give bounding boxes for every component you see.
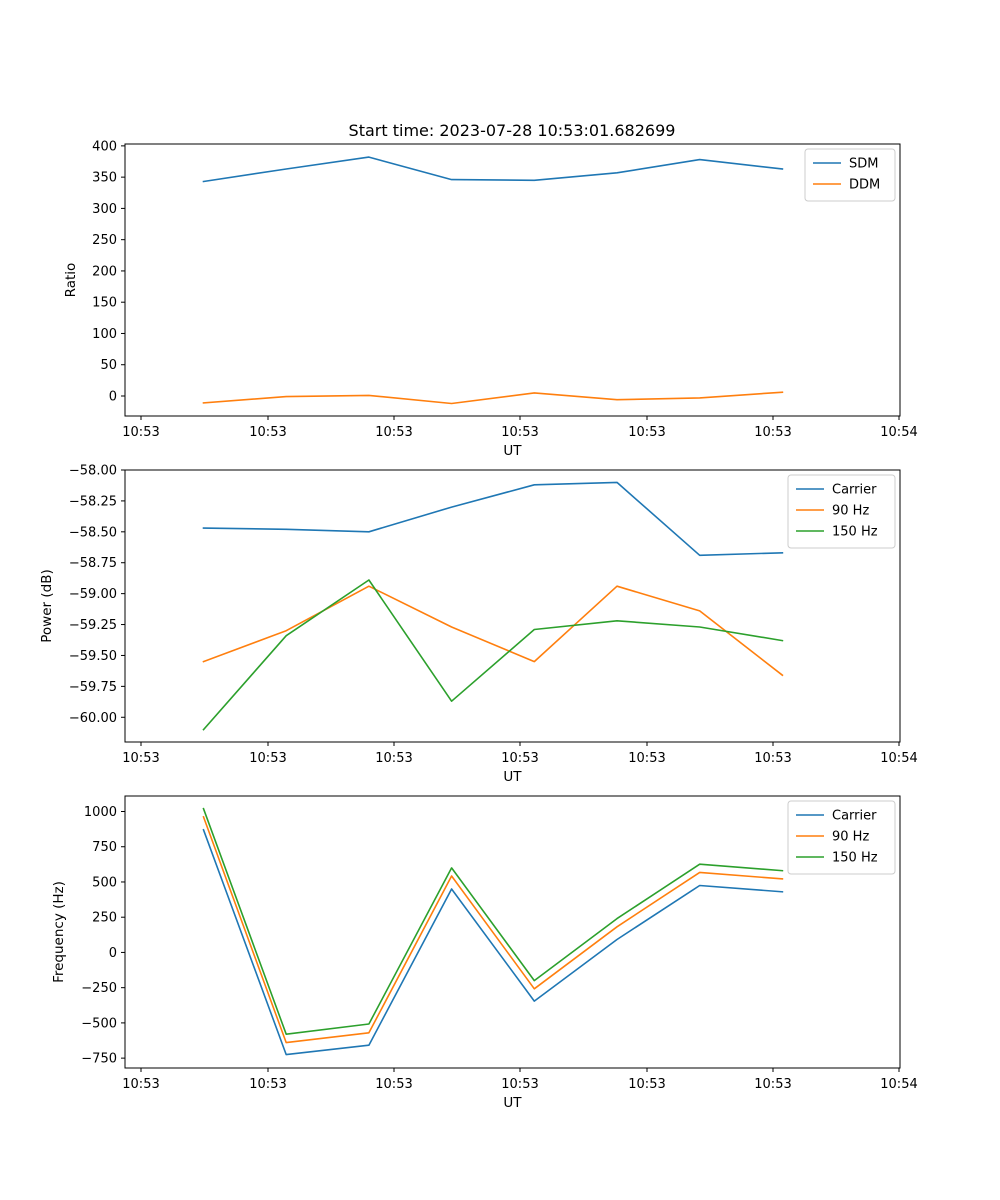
series-line-carrier <box>202 828 784 1056</box>
x-tick-label: 10:54 <box>880 751 917 766</box>
legend: Carrier 90 Hz 150 Hz <box>787 474 896 549</box>
y-tick-label: 300 <box>92 202 117 217</box>
charts-container: 10:53 10:53 10:53 10:53 10:53 10:53 10:54 0 50 10… <box>39 139 918 1111</box>
series-line-carrier <box>202 481 784 557</box>
y-axis-label: Ratio <box>63 263 79 298</box>
y-tick-label: 350 <box>92 171 117 186</box>
y-tick-label: 50 <box>100 358 117 373</box>
chart-title: Start time: 2023-07-28 10:53:01.682699 <box>349 121 676 140</box>
x-axis-label: UT <box>503 443 522 459</box>
x-tick-label: 10:53 <box>249 1077 286 1092</box>
y-tick-label: −250 <box>81 981 117 996</box>
series-line-90-hz <box>202 585 784 677</box>
y-tick-label: 250 <box>92 233 117 248</box>
x-tick-label: 10:53 <box>122 425 159 440</box>
y-axis-label: Power (dB) <box>39 569 55 642</box>
y-tick-label: −750 <box>81 1052 117 1067</box>
legend-entry-label: 90 Hz <box>832 504 869 519</box>
legend-entry-label: SDM <box>849 157 878 172</box>
x-tick-label: 10:53 <box>249 425 286 440</box>
axes-frame <box>124 143 901 417</box>
x-tick-label: 10:53 <box>375 1077 412 1092</box>
axes-frame <box>124 469 901 743</box>
legend-entry-label: 150 Hz <box>832 525 878 540</box>
x-tick-label: 10:53 <box>375 751 412 766</box>
x-tick-label: 10:53 <box>501 1077 538 1092</box>
legend-entry-label: Carrier <box>832 483 877 498</box>
x-axis-label: UT <box>503 769 522 785</box>
series-line-90-hz <box>202 815 784 1044</box>
legend-box <box>804 148 896 202</box>
axes-frame <box>124 795 901 1069</box>
y-tick-label: 0 <box>109 946 117 961</box>
legend: SDM DDM <box>804 148 896 202</box>
x-tick-label: 10:54 <box>880 1077 917 1092</box>
y-tick-label: −58.25 <box>69 494 117 509</box>
legend-entry-label: 90 Hz <box>832 830 869 845</box>
legend-box <box>787 474 896 549</box>
y-tick-label: −59.75 <box>69 680 117 695</box>
y-tick-label: −500 <box>81 1016 117 1031</box>
y-tick-label: −58.00 <box>69 464 117 479</box>
y-tick-label: 150 <box>92 296 117 311</box>
y-tick-label: 400 <box>92 139 117 154</box>
subplot-2: 10:53 10:53 10:53 10:53 10:53 10:53 10:54 −60.0… <box>39 464 918 786</box>
series-line-sdm <box>202 156 784 183</box>
y-tick-label: 100 <box>92 327 117 342</box>
legend-entry-label: 150 Hz <box>832 851 878 866</box>
x-tick-label: 10:53 <box>249 751 286 766</box>
x-tick-label: 10:53 <box>501 425 538 440</box>
legend-entry-label: DDM <box>849 178 880 193</box>
y-tick-label: 0 <box>109 389 117 404</box>
x-tick-label: 10:54 <box>880 425 917 440</box>
x-tick-label: 10:53 <box>754 425 791 440</box>
x-tick-label: 10:53 <box>501 751 538 766</box>
x-tick-label: 10:53 <box>628 751 665 766</box>
x-tick-label: 10:53 <box>122 751 159 766</box>
y-tick-label: 200 <box>92 264 117 279</box>
y-tick-label: 250 <box>92 911 117 926</box>
y-tick-label: −59.25 <box>69 618 117 633</box>
y-tick-label: 1000 <box>84 805 117 820</box>
y-tick-label: −59.00 <box>69 587 117 602</box>
y-tick-label: −60.00 <box>69 711 117 726</box>
x-tick-label: 10:53 <box>122 1077 159 1092</box>
y-tick-label: −59.50 <box>69 649 117 664</box>
x-tick-label: 10:53 <box>628 1077 665 1092</box>
series-line-150-hz <box>202 807 784 1035</box>
subplot-1: 10:53 10:53 10:53 10:53 10:53 10:53 10:54 0 50 10… <box>63 139 918 459</box>
x-tick-label: 10:53 <box>628 425 665 440</box>
x-axis-label: UT <box>503 1095 522 1111</box>
legend-entry-label: Carrier <box>832 809 877 824</box>
legend: Carrier 90 Hz 150 Hz <box>787 800 896 875</box>
series-line-ddm <box>202 391 784 405</box>
x-tick-label: 10:53 <box>754 751 791 766</box>
x-tick-label: 10:53 <box>754 1077 791 1092</box>
y-tick-label: 750 <box>92 840 117 855</box>
x-tick-label: 10:53 <box>375 425 412 440</box>
subplot-3: 10:53 10:53 10:53 10:53 10:53 10:53 10:54 −750 −… <box>51 795 918 1111</box>
y-axis-label: Frequency (Hz) <box>51 881 67 983</box>
y-tick-label: 500 <box>92 875 117 890</box>
y-tick-label: −58.75 <box>69 556 117 571</box>
legend-box <box>787 800 896 875</box>
series-line-150-hz <box>202 579 784 731</box>
y-tick-label: −58.50 <box>69 525 117 540</box>
